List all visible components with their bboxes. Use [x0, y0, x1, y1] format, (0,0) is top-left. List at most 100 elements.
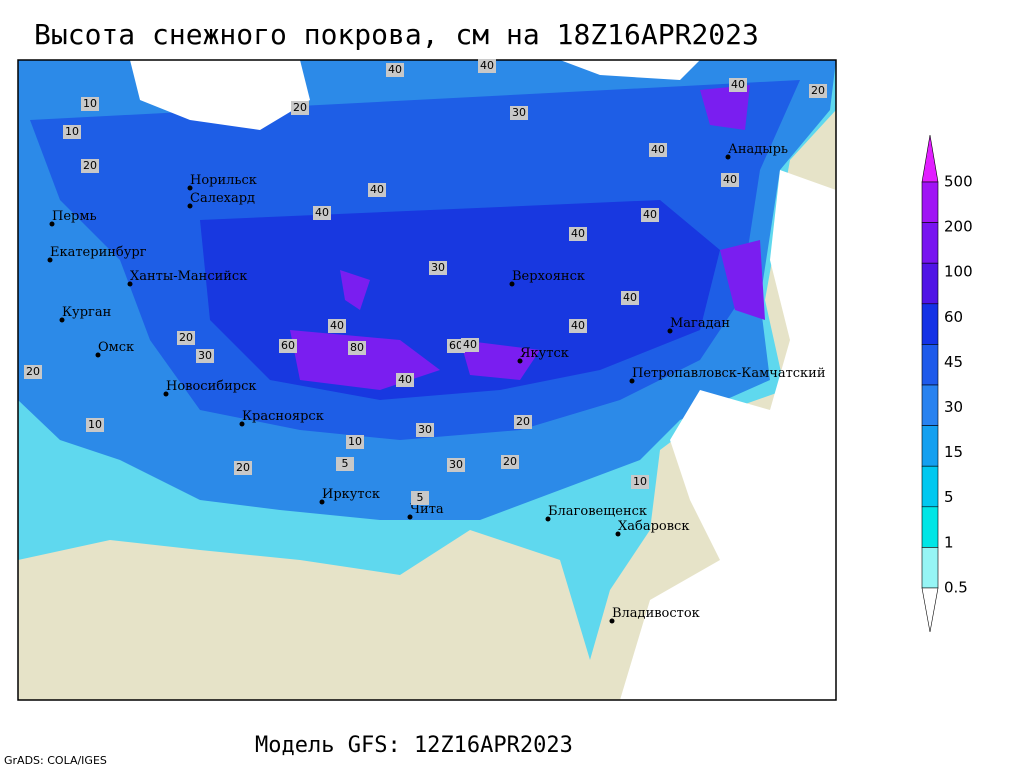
- map-frame: [17, 59, 837, 701]
- city-dot: [239, 421, 245, 427]
- contour-label: 30: [418, 423, 432, 436]
- contour-label-box: [621, 291, 639, 305]
- contour-label: 20: [179, 331, 193, 344]
- contour-label-box: [348, 341, 366, 355]
- contour-label-box: [569, 319, 587, 333]
- city-dot: [517, 358, 523, 364]
- credit: GrADS: COLA/IGES: [4, 754, 107, 767]
- contour-label-box: [279, 339, 297, 353]
- contour-label: 60: [281, 339, 295, 352]
- legend-label: 200: [944, 218, 973, 236]
- contour-label-box: [447, 339, 465, 353]
- contour-label: 40: [571, 227, 585, 240]
- city-label: Владивосток: [612, 606, 700, 621]
- contour-label-box: [411, 491, 429, 505]
- city-dot: [319, 499, 325, 505]
- city-label: Хабаровск: [618, 519, 689, 534]
- sea-pacific: [620, 170, 836, 700]
- contour-label: 30: [198, 349, 212, 362]
- city-label: Якутск: [520, 346, 569, 361]
- contour-label: 10: [83, 97, 97, 110]
- contour-label-box: [81, 97, 99, 111]
- city-label: Красноярск: [242, 409, 324, 424]
- legend-swatch: [921, 547, 939, 589]
- contour-label: 10: [88, 418, 102, 431]
- legend-label: 45: [944, 353, 963, 371]
- contour-label: 40: [571, 319, 585, 332]
- legend-label: 1: [944, 533, 954, 551]
- legend-label: 60: [944, 308, 963, 326]
- contour-label-box: [631, 475, 649, 489]
- contour-label: 20: [236, 461, 250, 474]
- contour-label-box: [177, 331, 195, 345]
- title: Высота снежного покрова, см на 18Z16APR2…: [34, 18, 759, 51]
- contour-label-box: [510, 106, 528, 120]
- contour-label-box: [501, 455, 519, 469]
- legend-swatch: [921, 506, 939, 548]
- city-label: Петропавловск-Камчатский: [632, 366, 826, 381]
- contour-label: 5: [417, 491, 424, 504]
- city-dot: [59, 317, 65, 323]
- contour-label: 40: [723, 173, 737, 186]
- contour-label: 10: [348, 435, 362, 448]
- contour-label-box: [478, 59, 496, 73]
- city-label: Салехард: [190, 191, 255, 206]
- contour-label: 20: [811, 84, 825, 97]
- city-label: Чита: [410, 502, 444, 517]
- contour-label-box: [313, 206, 331, 220]
- contour-label: 40: [651, 143, 665, 156]
- city-label: Магадан: [670, 316, 730, 331]
- contour-label-box: [196, 349, 214, 363]
- contour-label-box: [386, 63, 404, 77]
- contour-label: 40: [398, 373, 412, 386]
- contour-label: 40: [330, 319, 344, 332]
- map: Норильск Салехард Пермь Екатеринбург Ханты-М…: [17, 59, 837, 701]
- sea-arctic: [130, 60, 700, 130]
- contour-label-box: [641, 208, 659, 222]
- city-label: Екатеринбург: [50, 245, 147, 260]
- contour-label-box: [86, 418, 104, 432]
- city-label: Благовещенск: [548, 504, 647, 519]
- legend-label: 500: [944, 173, 973, 191]
- city-dot: [47, 257, 53, 263]
- city-label: Новосибирск: [166, 379, 256, 394]
- contour-label-box: [291, 101, 309, 115]
- legend-label: 5: [944, 488, 954, 506]
- contour-label-box: [328, 319, 346, 333]
- legend-label: 100: [944, 263, 973, 281]
- city-dot: [49, 221, 55, 227]
- contour-label: 80: [350, 341, 364, 354]
- contour-label-box: [447, 458, 465, 472]
- legend-swatch: [921, 222, 939, 264]
- city-label: Омск: [98, 340, 134, 355]
- contour-label-box: [429, 261, 447, 275]
- legend-swatch: [921, 344, 939, 386]
- contour-label-box: [346, 435, 364, 449]
- snow-100: [290, 85, 765, 390]
- city-dot: [127, 281, 133, 287]
- contour-label-box: [396, 373, 414, 387]
- contour-label: 20: [83, 159, 97, 172]
- contour-label: 20: [516, 415, 530, 428]
- model-run: Модель GFS: 12Z16APR2023: [255, 733, 573, 758]
- contour-label-box: [649, 143, 667, 157]
- contour-label: 40: [370, 183, 384, 196]
- contour-label: 30: [512, 106, 526, 119]
- contour-label: 30: [431, 261, 445, 274]
- contour-label: 40: [388, 63, 402, 76]
- city-dot: [407, 514, 413, 520]
- legend: 500 200 100 60 45 30 15 5 1 0.5: [921, 134, 973, 633]
- legend-label: 30: [944, 398, 963, 416]
- contour-label-box: [721, 173, 739, 187]
- legend-swatch: [921, 181, 939, 223]
- city-dot: [609, 618, 615, 624]
- contour-label-box: [416, 423, 434, 437]
- contour-label: 30: [449, 458, 463, 471]
- city-label: Верхоянск: [512, 269, 585, 284]
- contour-label: 20: [26, 365, 40, 378]
- contour-label-box: [809, 84, 827, 98]
- city-label: Иркутск: [322, 487, 380, 502]
- city-dot: [95, 352, 101, 358]
- contour-label: 5: [342, 457, 349, 470]
- city-dot: [629, 378, 635, 384]
